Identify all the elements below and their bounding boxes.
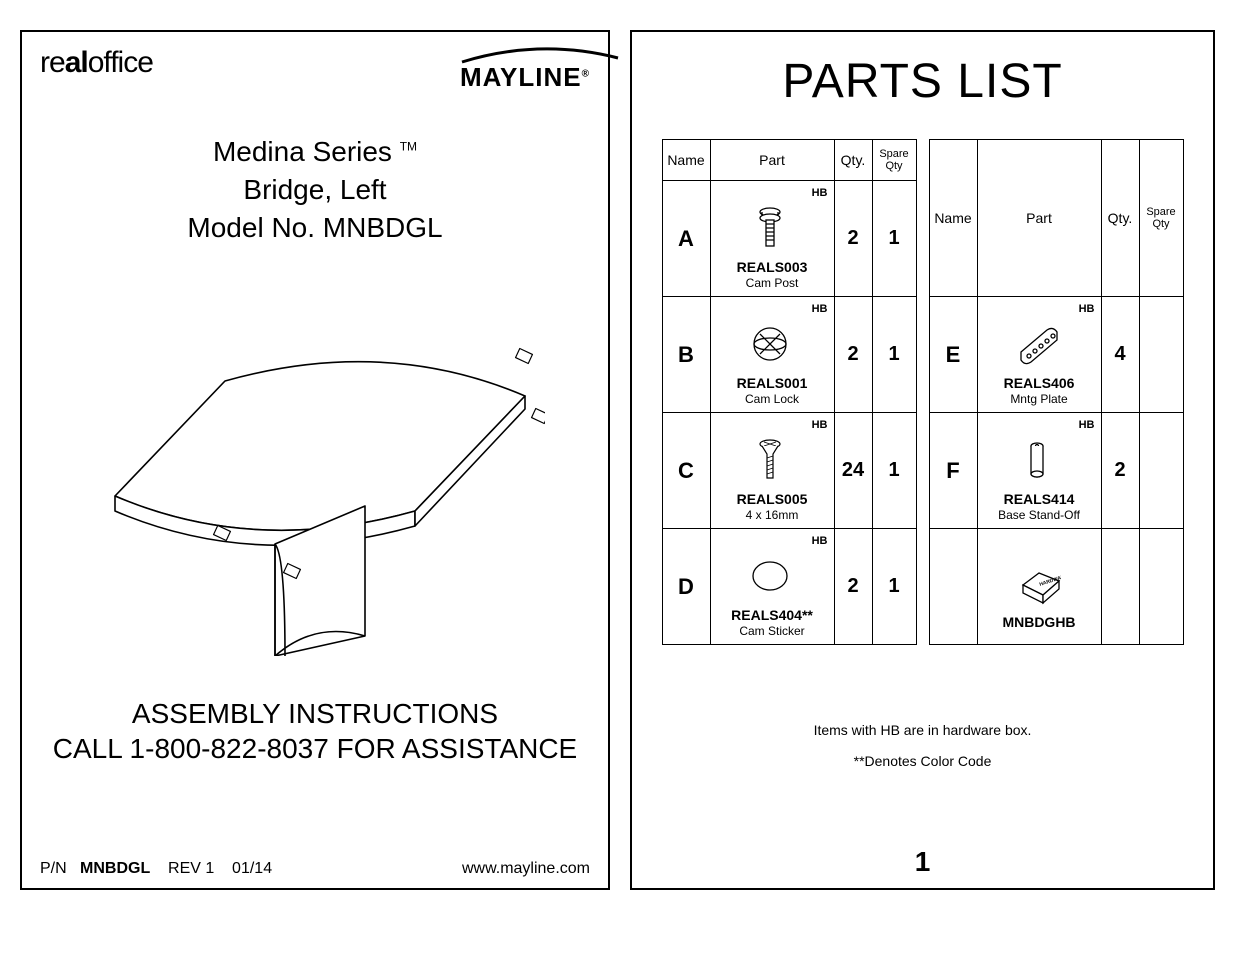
table-row: D HB REALS404** Cam Sticker 2 1 [662, 529, 916, 645]
mayline-logo: MAYLINE® [460, 46, 590, 93]
part-cell: HB REALS404** Cam Sticker [710, 529, 834, 645]
pn-label: P/N [40, 860, 67, 877]
part-code: REALS003 [711, 259, 834, 275]
part-sub: Cam Sticker [711, 624, 834, 638]
part-icon [711, 201, 834, 255]
part-cell: HB REALS001 Cam Lock [710, 297, 834, 413]
model-number: Model No. MNBDGL [187, 209, 442, 247]
part-name: F [929, 413, 977, 529]
part-icon [711, 549, 834, 603]
product-name: Bridge, Left [187, 171, 442, 209]
part-spare [1139, 413, 1183, 529]
table-row: C HB REALS005 4 x 16mm 24 1 [662, 413, 916, 529]
tables-wrap: Name Part Qty. SpareQty A HB REALS003 Ca… [662, 139, 1184, 645]
series-name: Medina Series [213, 136, 392, 167]
footer-left: P/N MNBDGL REV 1 01/14 [40, 860, 272, 878]
swoosh-icon [460, 44, 620, 64]
table-row: A HB REALS003 Cam Post 2 1 [662, 181, 916, 297]
trademark: TM [400, 140, 417, 154]
rev-value: REV 1 [168, 860, 214, 877]
part-name: C [662, 413, 710, 529]
footer: P/N MNBDGL REV 1 01/14 www.mayline.com [40, 850, 590, 878]
parts-table-2: Name Part Qty. SpareQty E HB REALS406 Mn… [929, 139, 1184, 645]
part-code: MNBDGHB [978, 614, 1101, 630]
part-sub: Cam Post [711, 276, 834, 290]
series-block: Medina Series TM Bridge, Left Model No. … [187, 133, 442, 246]
mayline-text: MAYLINE [460, 62, 582, 92]
logo-text-bold: al [65, 46, 88, 79]
hb-tag: HB [812, 187, 828, 199]
part-qty: 2 [1101, 413, 1139, 529]
part-cell: HB REALS406 Mntg Plate [977, 297, 1101, 413]
table-row: MNBDGHB [929, 529, 1183, 645]
part-sub: Base Stand-Off [978, 508, 1101, 522]
part-spare: 1 [872, 413, 916, 529]
part-cell: HB REALS003 Cam Post [710, 181, 834, 297]
footer-url: www.mayline.com [462, 860, 590, 878]
parts-table-1: Name Part Qty. SpareQty A HB REALS003 Ca… [662, 139, 917, 645]
pn-value: MNBDGL [80, 860, 150, 877]
parts-list-title: PARTS LIST [782, 54, 1062, 109]
part-qty: 2 [834, 297, 872, 413]
logo-text-suffix: office [88, 46, 153, 79]
page-number: 1 [915, 846, 931, 878]
part-icon [978, 433, 1101, 487]
part-icon [978, 317, 1101, 371]
part-name: B [662, 297, 710, 413]
part-spare: 1 [872, 297, 916, 413]
part-name: E [929, 297, 977, 413]
part-spare: 1 [872, 529, 916, 645]
assembly-line1: ASSEMBLY INSTRUCTIONS [53, 696, 577, 731]
part-qty: 2 [834, 181, 872, 297]
brand-row: realoffice MAYLINE® [40, 46, 590, 93]
cover-panel: realoffice MAYLINE® Medina Series TM Bri… [20, 30, 610, 890]
hb-tag: HB [812, 303, 828, 315]
part-spare [1139, 297, 1183, 413]
part-icon [711, 317, 834, 371]
part-code: REALS406 [978, 375, 1101, 391]
hb-tag: HB [812, 419, 828, 431]
part-icon [978, 556, 1101, 610]
part-name: D [662, 529, 710, 645]
table-row: F HB REALS414 Base Stand-Off 2 [929, 413, 1183, 529]
part-sub: 4 x 16mm [711, 508, 834, 522]
assembly-line2: CALL 1-800-822-8037 FOR ASSISTANCE [53, 731, 577, 766]
part-name [929, 529, 977, 645]
parts-panel: PARTS LIST Name Part Qty. SpareQty A HB … [630, 30, 1215, 890]
part-cell: HB REALS414 Base Stand-Off [977, 413, 1101, 529]
part-code: REALS005 [711, 491, 834, 507]
date-value: 01/14 [232, 860, 272, 877]
part-qty [1101, 529, 1139, 645]
realoffice-logo: realoffice [40, 46, 153, 80]
hb-tag: HB [812, 535, 828, 547]
hb-tag: HB [1079, 303, 1095, 315]
table-row: B HB REALS001 Cam Lock 2 1 [662, 297, 916, 413]
part-name: A [662, 181, 710, 297]
part-cell: MNBDGHB [977, 529, 1101, 645]
part-sub: Cam Lock [711, 392, 834, 406]
part-sub: Mntg Plate [978, 392, 1101, 406]
part-qty: 2 [834, 529, 872, 645]
logo-text-prefix: re [40, 46, 65, 79]
note-color: **Denotes Color Code [814, 746, 1032, 777]
part-qty: 4 [1101, 297, 1139, 413]
note-hb: Items with HB are in hardware box. [814, 715, 1032, 746]
part-code: REALS414 [978, 491, 1101, 507]
notes: Items with HB are in hardware box. **Den… [814, 715, 1032, 777]
part-spare: 1 [872, 181, 916, 297]
assembly-instructions: ASSEMBLY INSTRUCTIONS CALL 1-800-822-803… [53, 696, 577, 766]
table-row: E HB REALS406 Mntg Plate 4 [929, 297, 1183, 413]
part-cell: HB REALS005 4 x 16mm [710, 413, 834, 529]
hb-tag: HB [1079, 419, 1095, 431]
part-code: REALS001 [711, 375, 834, 391]
part-qty: 24 [834, 413, 872, 529]
product-illustration [85, 296, 545, 656]
part-icon [711, 433, 834, 487]
part-spare [1139, 529, 1183, 645]
part-code: REALS404** [711, 607, 834, 623]
